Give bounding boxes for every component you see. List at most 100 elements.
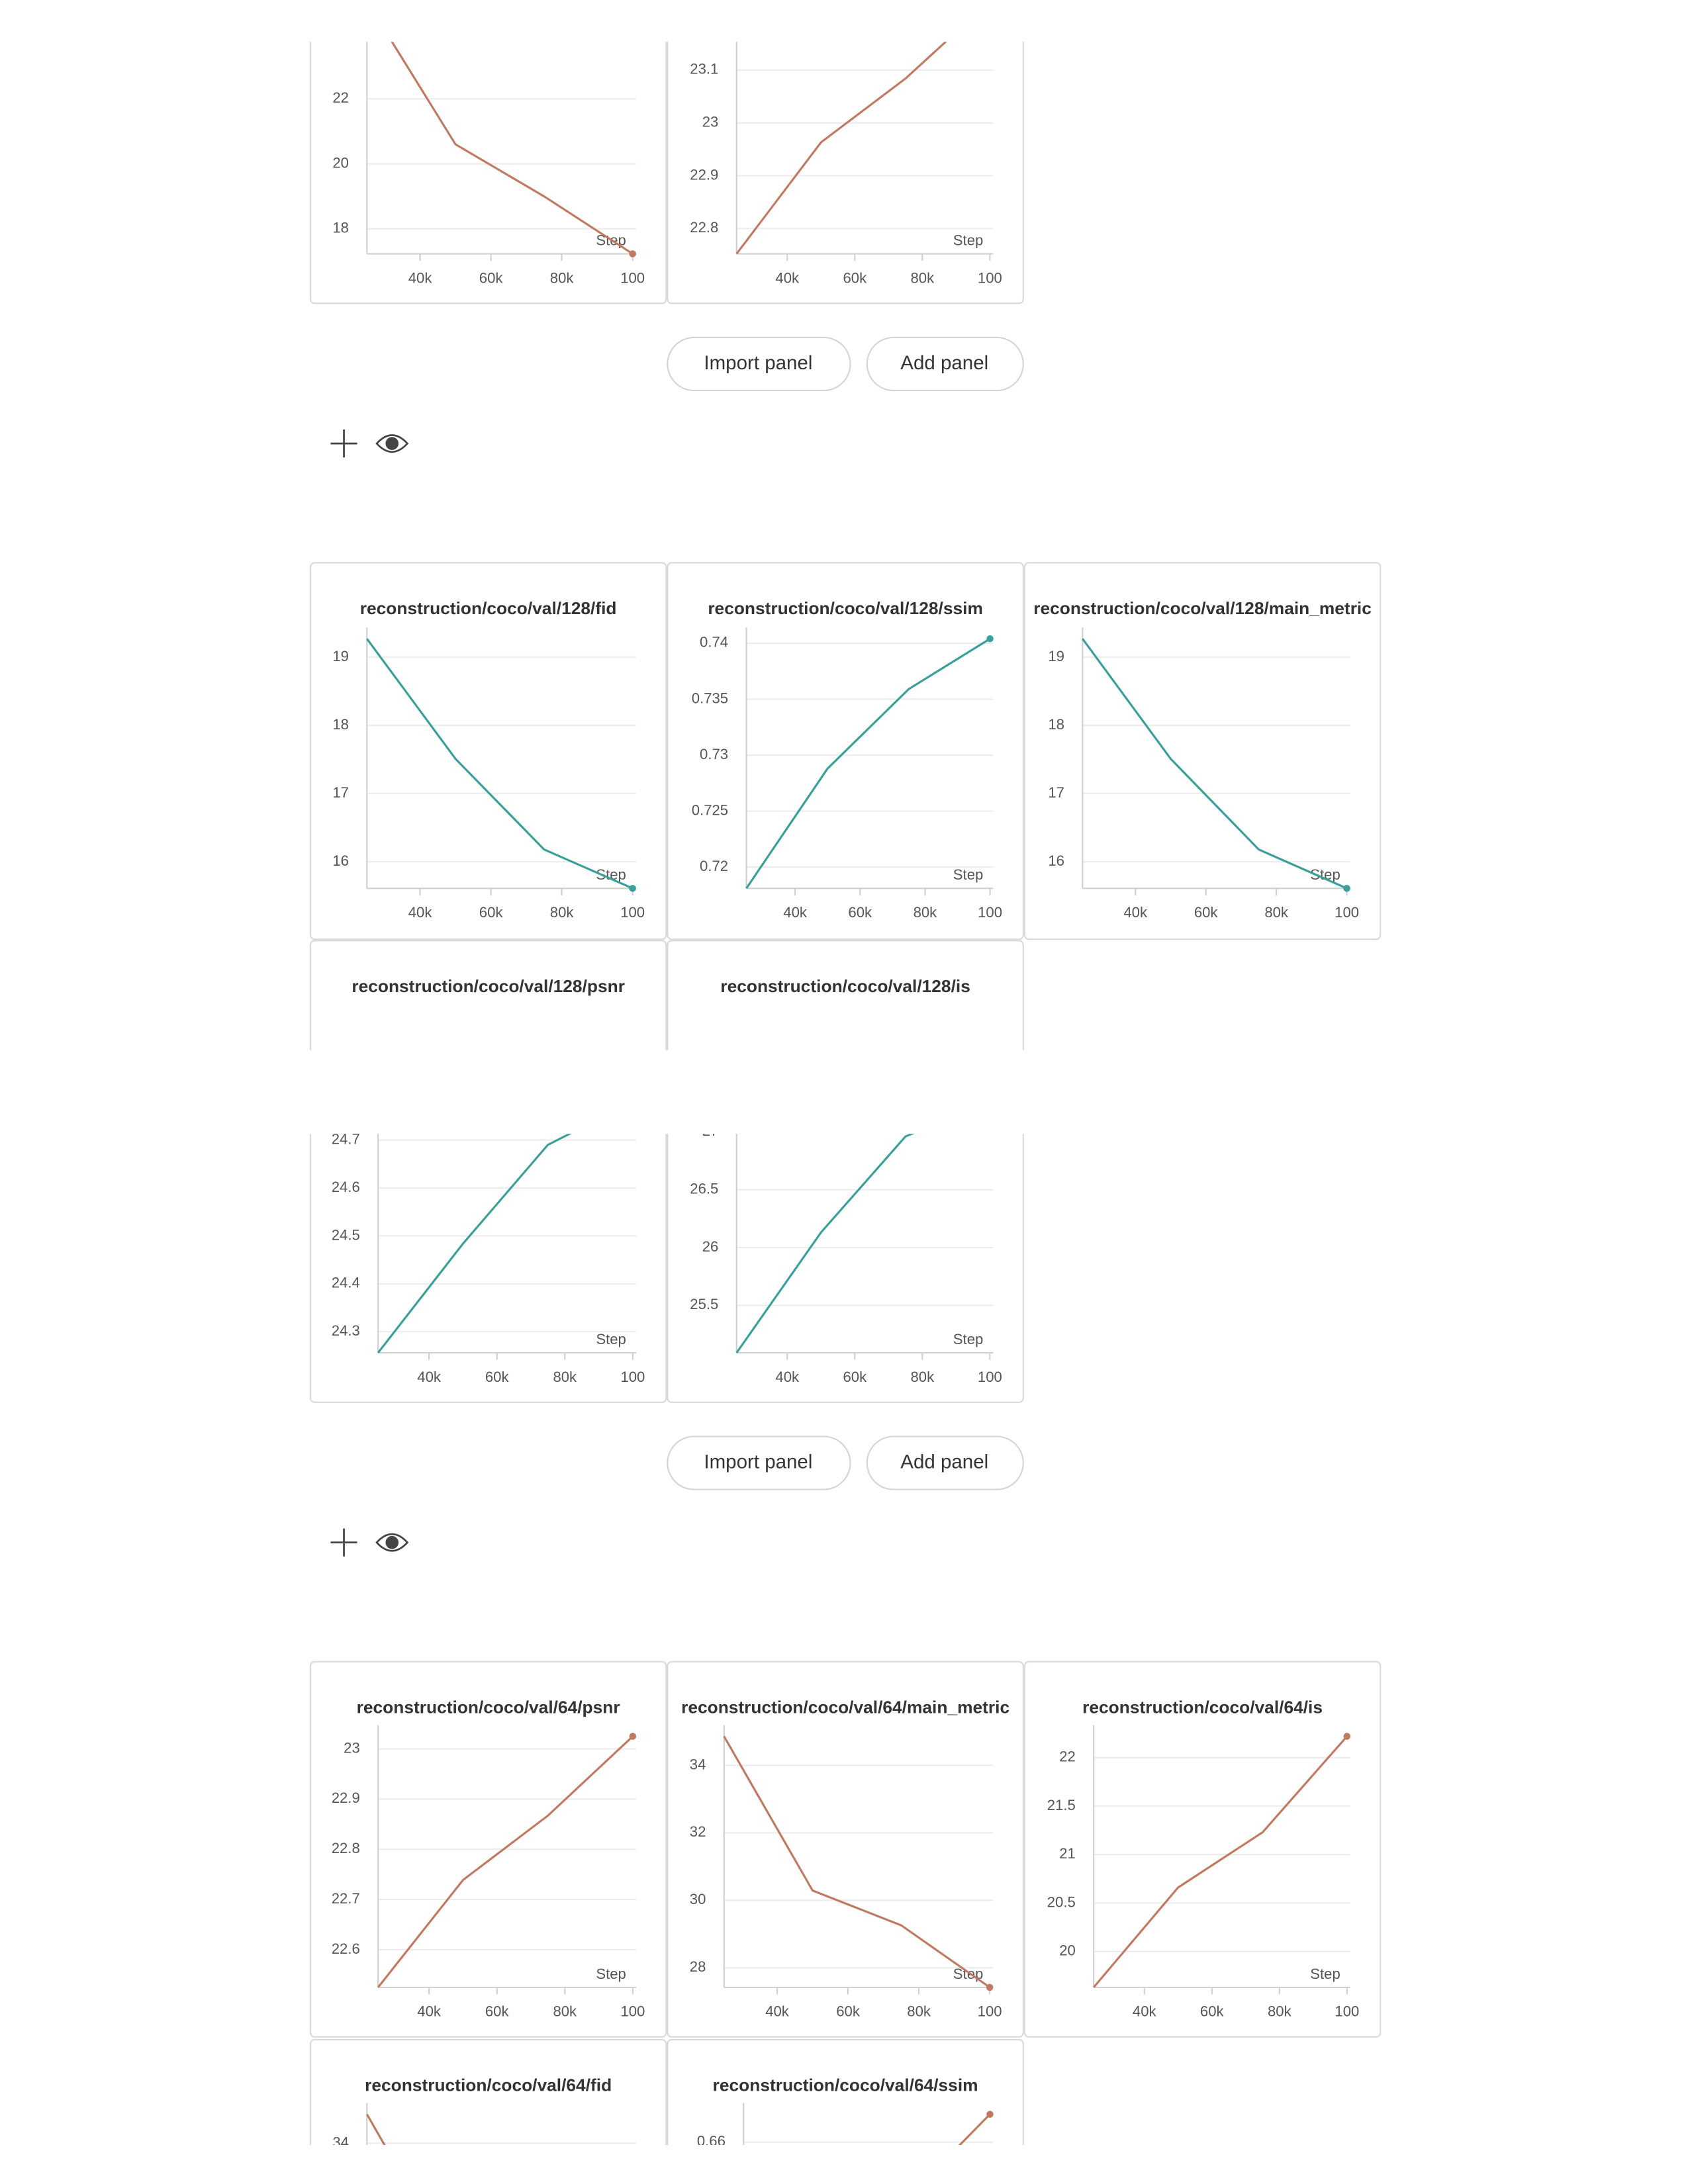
x-tick-label: 80k (550, 904, 575, 921)
y-tick-label: 30 (690, 1891, 706, 1907)
x-tick-label: 40k (417, 1369, 442, 1385)
x-axis-label: Step (596, 1966, 626, 1982)
x-axis-label: Step (953, 232, 983, 248)
last-point (1343, 1733, 1351, 1740)
x-tick-label: 100 (978, 269, 1002, 286)
series-line (391, 42, 633, 255)
last-point (986, 0, 994, 5)
last-point (629, 885, 636, 892)
x-tick-label: 60k (843, 269, 867, 286)
y-tick-label: 22 (332, 89, 349, 106)
panel-title: reconstruction/coco/val/128/main_metric (1033, 598, 1372, 618)
panel: reconstruction/coco/val/64/main_metric 28… (667, 1661, 1024, 2038)
x-axis-label: Step (953, 1331, 983, 1347)
visibility-icon-pupil (385, 437, 399, 450)
last-point (629, 1733, 637, 1740)
y-tick-label: 22.8 (690, 219, 718, 236)
panel: reconstruction/coco/val/128/fid 16 17 18 19 4… (309, 562, 667, 940)
scroll-seam (306, 1050, 1033, 1134)
visibility-icon[interactable] (375, 1533, 409, 1552)
y-tick-label: 34 (690, 1756, 706, 1772)
x-tick-label: 40k (408, 904, 433, 921)
toolbar-button[interactable] (866, 1435, 1024, 1490)
y-tick-label: 22.9 (690, 166, 718, 183)
panel-title: reconstruction/coco/val/64/is (1082, 1697, 1323, 1717)
toolbar-button[interactable] (866, 336, 1024, 392)
y-tick-label: 24.6 (332, 1179, 360, 1195)
x-tick-label: 40k (765, 2003, 790, 2020)
x-tick-label: 100 (978, 1369, 1002, 1385)
series-line (745, 637, 991, 889)
x-tick-label: 60k (479, 269, 504, 286)
y-tick-label: 22.6 (332, 1940, 360, 1957)
x-tick-label: 80k (911, 1369, 935, 1385)
y-tick-label: 20.5 (1047, 1893, 1076, 1910)
last-point (986, 635, 994, 643)
toolbar-button[interactable] (667, 336, 851, 392)
y-tick-label: 21.5 (1047, 1797, 1076, 1813)
y-tick-label: 0.74 (700, 634, 728, 651)
series-line (1082, 638, 1348, 889)
x-tick-label: 60k (1200, 2003, 1225, 2020)
toolbar-button-label[interactable]: Add panel (900, 1451, 988, 1473)
panel-frame (309, 42, 667, 304)
panel: reconstruction/coco/val/128/ssim 0.72 0.72… (667, 562, 1024, 940)
last-point (986, 1983, 994, 1991)
y-tick-label: 22 (1059, 1749, 1076, 1765)
y-tick-label: 25.5 (690, 1296, 718, 1312)
panel: reconstruction/coco/val/128/is 25.5 26 26.5… (667, 940, 1024, 1403)
visibility-icon[interactable] (375, 434, 409, 453)
y-tick-label: 34 (332, 2134, 349, 2150)
toolbar-button-label[interactable]: Import panel (704, 352, 812, 374)
y-tick-label: 18 (332, 220, 349, 236)
y-tick-label: 20 (332, 154, 349, 171)
panel-frame (309, 2038, 667, 2145)
x-tick-label: 60k (479, 904, 504, 921)
y-tick-label: 23 (702, 113, 719, 130)
x-tick-label: 100 (620, 1369, 645, 1385)
visibility-icon-pupil (385, 1535, 399, 1549)
y-tick-label: 0.72 (700, 858, 728, 874)
x-tick-label: 100 (1335, 904, 1359, 921)
toolbar-button-label[interactable]: Add panel (900, 352, 988, 374)
y-tick-label: 22.7 (332, 1890, 360, 1907)
y-tick-label: 28 (690, 1958, 706, 1975)
x-tick-label: 80k (907, 2003, 931, 2020)
x-tick-label: 80k (550, 269, 575, 286)
panel-title: reconstruction/coco/val/64/fid (365, 2075, 612, 2095)
toolbar-button-label[interactable]: Import panel (704, 1451, 812, 1473)
last-point (1343, 885, 1350, 892)
x-tick-label: 100 (978, 904, 1002, 921)
y-tick-label: 24.4 (332, 1275, 360, 1291)
x-tick-label: 100 (978, 2003, 1002, 2020)
panel-title: reconstruction/coco/val/64/ssim (713, 2075, 978, 2095)
panel-area: 18 20 22 40k 60k 80k 100 Step 22.8 22.9 23 23.1 40k 6… (306, 0, 1382, 2150)
x-tick-label: 60k (1194, 904, 1219, 921)
y-tick-label: 20 (1059, 1942, 1076, 1959)
x-tick-label: 60k (485, 1369, 510, 1385)
y-tick-label: 32 (690, 1823, 706, 1840)
y-tick-label: 19 (1048, 648, 1064, 664)
x-tick-label: 100 (620, 269, 645, 286)
x-tick-label: 100 (1335, 2003, 1359, 2020)
x-tick-label: 80k (911, 269, 935, 286)
y-tick-label: 23.1 (690, 61, 718, 77)
y-tick-label: 24.3 (332, 1322, 360, 1339)
y-tick-label: 24.5 (332, 1226, 360, 1243)
x-tick-label: 40k (1133, 2003, 1157, 2020)
x-tick-label: 40k (417, 2003, 442, 2020)
y-tick-label: 22.9 (332, 1790, 360, 1806)
last-point (629, 250, 636, 257)
y-tick-label: 19 (332, 648, 349, 664)
panel-frame (667, 42, 1024, 304)
toolbar-button[interactable] (667, 1435, 851, 1490)
x-tick-label: 40k (408, 269, 433, 286)
panel-title: reconstruction/coco/val/128/fid (360, 598, 617, 618)
x-axis-label: Step (953, 866, 983, 883)
x-tick-label: 80k (1264, 904, 1289, 921)
y-tick-label: 16 (332, 852, 349, 869)
section-controls (330, 430, 409, 1557)
x-tick-label: 100 (620, 2003, 645, 2020)
y-tick-label: 0.735 (692, 690, 728, 706)
